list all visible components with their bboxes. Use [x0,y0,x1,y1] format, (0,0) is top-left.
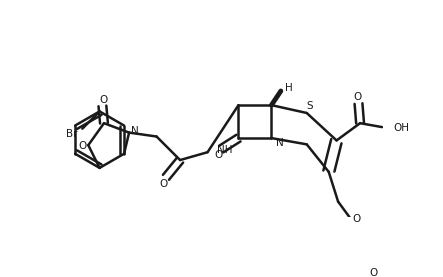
Text: O: O [369,268,377,277]
Text: NH: NH [217,145,233,155]
Text: S: S [307,101,313,111]
Text: H: H [285,83,292,93]
Text: O: O [99,95,107,105]
Text: O: O [353,214,361,224]
Text: O: O [215,150,223,160]
Text: N: N [131,126,139,136]
Text: O: O [78,141,86,151]
Text: Br: Br [66,129,77,139]
Text: OH: OH [393,123,409,133]
Text: O: O [159,179,168,189]
Text: N: N [276,138,284,148]
Text: O: O [354,91,362,101]
